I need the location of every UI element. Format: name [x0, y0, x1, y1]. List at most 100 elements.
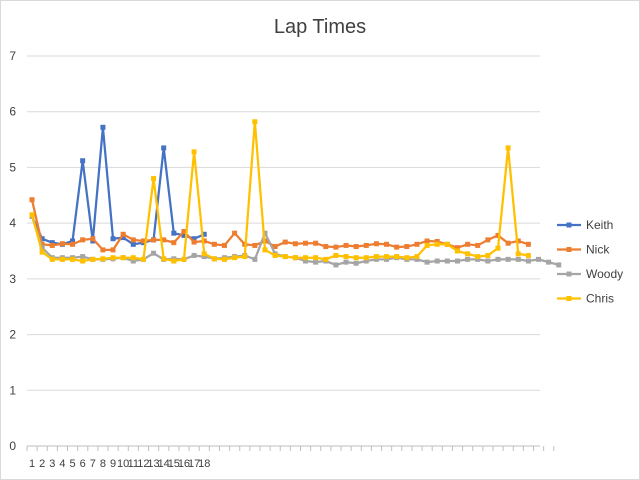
data-point [505, 240, 511, 246]
series-keith [29, 124, 207, 247]
data-point [454, 258, 460, 264]
x-tick-label: 6 [80, 458, 86, 470]
data-point [282, 239, 288, 245]
data-point [161, 237, 167, 243]
data-point [70, 256, 76, 262]
data-point [191, 239, 197, 245]
data-point [394, 254, 400, 260]
data-point [323, 256, 329, 262]
data-point [191, 252, 197, 258]
data-point [384, 254, 390, 260]
data-point [130, 255, 136, 261]
data-point [110, 255, 116, 261]
data-point [525, 258, 531, 264]
data-point [221, 256, 227, 262]
data-point [485, 258, 491, 264]
x-axis [26, 445, 555, 451]
data-point [495, 245, 501, 251]
data-point [282, 254, 288, 260]
data-point [424, 238, 430, 244]
data-point [525, 241, 531, 247]
y-tick-label: 2 [9, 328, 16, 342]
data-point [252, 242, 258, 248]
data-point [515, 251, 521, 257]
data-point [201, 251, 207, 257]
data-point [292, 241, 298, 247]
data-point [424, 259, 430, 265]
data-point [444, 258, 450, 264]
series-line [30, 199, 529, 252]
y-tick-label: 1 [9, 383, 16, 397]
data-point [434, 258, 440, 264]
legend-label: Nick [586, 243, 610, 257]
data-point [546, 259, 552, 265]
data-point [303, 255, 309, 261]
data-point [475, 242, 481, 248]
data-point [29, 212, 35, 218]
data-point [191, 149, 197, 155]
y-tick-label: 0 [9, 439, 16, 453]
data-point [323, 244, 329, 250]
data-point [80, 237, 86, 243]
data-point [404, 244, 410, 250]
data-point [424, 242, 430, 248]
x-tick-label: 16 [178, 458, 190, 470]
data-point [151, 176, 157, 182]
data-point [465, 241, 471, 247]
data-point [495, 256, 501, 262]
legend-swatch-marker [566, 247, 572, 252]
data-point [151, 250, 157, 256]
data-point [444, 241, 450, 247]
legend-item: Nick [557, 243, 610, 257]
data-point [130, 237, 136, 243]
data-point [485, 252, 491, 258]
data-point [454, 248, 460, 254]
data-point [49, 256, 55, 262]
data-point [373, 254, 379, 260]
data-point [556, 262, 562, 268]
x-tick-label: 18 [198, 458, 210, 470]
data-point [29, 197, 35, 203]
data-point [465, 256, 471, 262]
series-line [30, 126, 205, 246]
data-point [221, 242, 227, 248]
data-point [353, 260, 359, 266]
legend-swatch-marker [566, 222, 572, 228]
data-point [39, 245, 45, 251]
data-point [454, 245, 460, 251]
legend-item: Keith [557, 218, 613, 232]
data-point [384, 241, 390, 247]
data-point [171, 230, 177, 236]
data-point [333, 244, 339, 250]
legend-item: Chris [557, 292, 614, 306]
y-tick-label: 4 [9, 216, 16, 230]
data-point [313, 255, 319, 261]
x-tick-label: 9 [110, 458, 116, 470]
data-point [90, 236, 96, 242]
data-point [120, 231, 126, 237]
data-point [333, 252, 339, 258]
data-point [333, 262, 339, 268]
x-tick-label: 5 [69, 458, 75, 470]
data-point [292, 255, 298, 261]
data-point [353, 244, 359, 250]
data-point [343, 259, 349, 265]
data-point [495, 232, 501, 238]
data-point [272, 252, 278, 258]
data-point [90, 256, 96, 262]
data-point [525, 252, 531, 258]
data-point [80, 158, 86, 164]
data-point [485, 237, 491, 243]
x-tick-label: 17 [188, 458, 200, 470]
data-point [363, 242, 369, 248]
data-point [70, 241, 76, 247]
data-point [120, 255, 126, 261]
data-point [303, 258, 309, 264]
data-point [80, 254, 86, 260]
legend-item: Woody [557, 267, 623, 281]
legend-label: Chris [586, 292, 614, 306]
data-point [59, 256, 65, 262]
data-point [252, 119, 258, 125]
